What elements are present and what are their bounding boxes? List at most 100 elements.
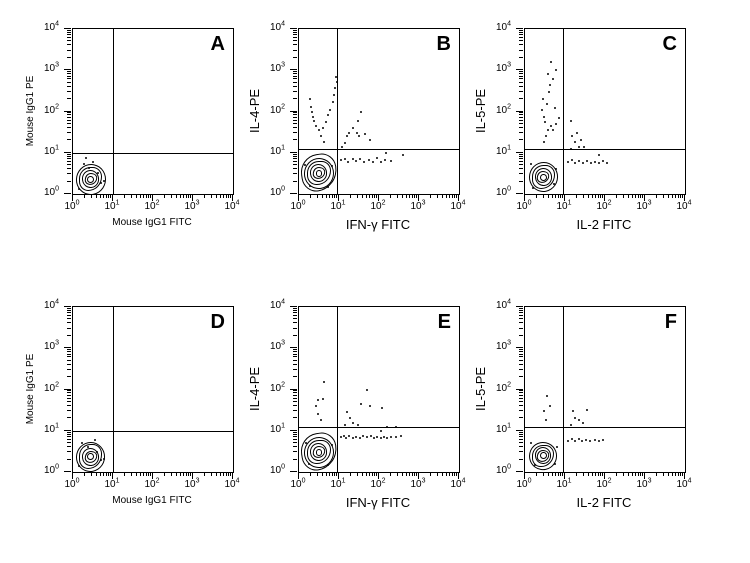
x-tick-minor xyxy=(678,472,679,476)
x-tick-minor xyxy=(376,194,377,198)
x-tick-minor xyxy=(430,472,431,476)
scatter-point xyxy=(549,84,551,86)
y-tick-minor xyxy=(519,139,523,140)
y-tick-minor xyxy=(67,354,71,355)
x-tick-minor xyxy=(449,472,450,476)
x-tick-minor xyxy=(226,194,227,198)
plot-area: F xyxy=(524,306,686,473)
x-tick-major xyxy=(72,194,73,201)
x-tick-major xyxy=(378,472,379,479)
y-tick-minor xyxy=(519,78,523,79)
y-tick-minor xyxy=(67,322,71,323)
x-tick-minor xyxy=(675,194,676,198)
x-tick-minor xyxy=(536,472,537,476)
x-tick-minor xyxy=(216,194,217,198)
x-tick-major xyxy=(524,194,525,201)
quadrant-gate-vertical xyxy=(337,307,338,472)
y-tick-minor xyxy=(67,158,71,159)
x-tick-label: 103 xyxy=(636,202,651,212)
y-tick-minor xyxy=(293,328,297,329)
scatter-point xyxy=(315,125,317,127)
x-tick-minor xyxy=(680,472,681,476)
scatter-point xyxy=(574,440,576,442)
x-tick-minor xyxy=(678,194,679,198)
x-tick-minor xyxy=(106,472,107,476)
scatter-point xyxy=(85,157,87,159)
y-tick-minor xyxy=(67,30,71,31)
y-tick-minor xyxy=(67,156,71,157)
scatter-point xyxy=(327,114,329,116)
y-tick-label: 100 xyxy=(44,466,63,476)
y-axis-title: Mouse IgG1 PE xyxy=(25,75,36,146)
x-tick-minor xyxy=(216,472,217,476)
x-tick-label: 100 xyxy=(290,480,305,490)
y-tick-minor xyxy=(519,392,523,393)
scatter-point xyxy=(589,440,591,442)
scatter-point xyxy=(372,161,374,163)
x-tick-minor xyxy=(656,472,657,476)
scatter-point xyxy=(341,146,343,148)
x-tick-minor xyxy=(131,472,132,476)
x-tick-minor xyxy=(562,472,563,476)
x-tick-minor xyxy=(642,472,643,476)
x-tick-major xyxy=(524,472,525,479)
x-tick-minor xyxy=(402,472,403,476)
x-tick-minor xyxy=(96,472,97,476)
x-tick-minor xyxy=(390,472,391,476)
x-tick-minor xyxy=(91,194,92,198)
y-tick-minor xyxy=(519,335,523,336)
scatter-point xyxy=(355,160,357,162)
panel-a: A100101102103104100101102103104Mouse IgG… xyxy=(72,28,232,193)
x-tick-minor xyxy=(675,472,676,476)
y-tick-minor xyxy=(293,459,297,460)
x-tick-minor xyxy=(640,472,641,476)
x-tick-minor xyxy=(140,194,141,198)
y-tick-minor xyxy=(519,50,523,51)
x-tick-minor xyxy=(616,472,617,476)
y-tick-minor xyxy=(519,364,523,365)
scatter-point xyxy=(552,78,554,80)
x-tick-minor xyxy=(188,194,189,198)
scatter-point xyxy=(348,132,350,134)
x-tick-minor xyxy=(108,472,109,476)
x-tick-minor xyxy=(357,194,358,198)
x-tick-label: 100 xyxy=(64,480,79,490)
x-tick-minor xyxy=(595,194,596,198)
x-tick-minor xyxy=(628,194,629,198)
y-tick-minor xyxy=(67,173,71,174)
y-tick-minor xyxy=(293,390,297,391)
y-tick-minor xyxy=(67,401,71,402)
x-tick-minor xyxy=(110,194,111,198)
y-tick-minor xyxy=(519,181,523,182)
y-tick-label: 101 xyxy=(44,147,63,157)
scatter-point xyxy=(349,417,351,419)
y-tick-minor xyxy=(293,57,297,58)
scatter-point xyxy=(578,146,580,148)
scatter-point xyxy=(317,399,319,401)
scatter-point xyxy=(335,76,337,78)
x-tick-minor xyxy=(334,194,335,198)
y-tick-minor xyxy=(293,154,297,155)
x-tick-minor xyxy=(357,472,358,476)
scatter-point xyxy=(578,419,580,421)
x-tick-minor xyxy=(350,472,351,476)
y-tick-major xyxy=(290,306,297,307)
y-tick-label: 104 xyxy=(44,301,63,311)
x-tick-minor xyxy=(171,472,172,476)
plot-area: D xyxy=(72,306,234,473)
x-tick-label: 103 xyxy=(184,480,199,490)
scatter-point xyxy=(583,146,585,148)
x-tick-label: 104 xyxy=(450,202,465,212)
x-tick-label: 104 xyxy=(224,480,239,490)
x-tick-minor xyxy=(148,194,149,198)
y-tick-major xyxy=(516,152,523,153)
x-tick-minor xyxy=(412,472,413,476)
x-tick-minor xyxy=(108,194,109,198)
y-tick-minor xyxy=(67,114,71,115)
scatter-point xyxy=(340,159,342,161)
x-tick-minor xyxy=(186,194,187,198)
y-tick-major xyxy=(64,430,71,431)
x-tick-minor xyxy=(558,194,559,198)
y-tick-minor xyxy=(293,410,297,411)
y-tick-minor xyxy=(519,57,523,58)
